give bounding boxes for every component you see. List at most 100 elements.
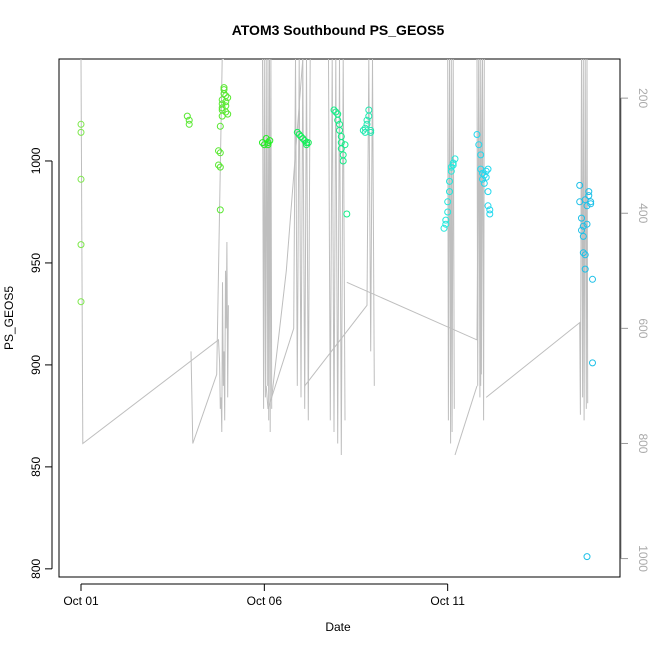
y-tick-label: 900 <box>29 355 43 375</box>
data-point <box>578 214 585 222</box>
data-point <box>581 251 589 259</box>
data-point <box>77 241 85 249</box>
data-point <box>341 141 349 149</box>
data-point <box>587 200 595 208</box>
flight-track-line <box>265 59 311 421</box>
flight-track-line <box>485 59 589 421</box>
data-point <box>480 171 488 179</box>
y-tick-label: 850 <box>29 457 43 477</box>
data-point <box>367 128 375 136</box>
data-point <box>332 108 340 116</box>
flight-track-line <box>190 59 224 444</box>
data-point <box>215 161 222 169</box>
data-point <box>330 106 338 114</box>
data-point <box>440 224 448 232</box>
data-point <box>480 179 488 187</box>
data-points <box>77 84 596 561</box>
data-point <box>77 120 85 128</box>
data-point <box>363 116 371 124</box>
data-point <box>343 210 351 218</box>
data-point <box>264 139 272 147</box>
right-tick-label: 800 <box>636 433 650 453</box>
data-point <box>479 175 486 183</box>
right-tick-label: 400 <box>636 203 650 223</box>
data-point <box>359 126 367 134</box>
data-point <box>576 181 584 189</box>
data-point <box>363 120 371 128</box>
data-point <box>337 145 345 153</box>
data-point <box>264 141 272 149</box>
flight-track-line <box>476 59 485 421</box>
data-point <box>304 139 312 147</box>
data-point <box>579 249 587 257</box>
data-point <box>301 137 309 145</box>
data-point <box>477 151 485 159</box>
data-point <box>77 128 85 136</box>
chart-title: ATOM3 Southbound PS_GEOS5 <box>232 22 445 38</box>
data-point <box>185 120 193 128</box>
data-point <box>185 116 193 124</box>
right-tick-label: 600 <box>636 318 650 338</box>
data-point <box>295 131 303 138</box>
data-point <box>224 110 232 118</box>
data-point <box>446 188 453 196</box>
data-point <box>447 167 455 175</box>
data-point <box>216 206 224 214</box>
flight-track-line <box>80 59 229 445</box>
data-point <box>216 163 224 171</box>
data-point <box>449 161 457 169</box>
y-tick-label: 800 <box>29 559 43 579</box>
data-point <box>484 202 492 210</box>
data-point <box>486 206 494 214</box>
data-point <box>303 141 310 149</box>
flight-tracks <box>80 59 589 456</box>
flight-track-line <box>304 59 375 387</box>
data-point <box>262 135 270 142</box>
data-point <box>216 122 224 130</box>
data-point <box>475 141 483 149</box>
data-point <box>579 222 587 230</box>
data-point <box>579 232 587 240</box>
data-point <box>220 84 228 92</box>
data-point <box>484 188 492 196</box>
x-tick-label: Oct 01 <box>63 594 99 608</box>
data-point <box>442 220 450 228</box>
data-point <box>336 126 343 134</box>
y-tick-label: 1000 <box>29 147 43 174</box>
data-point <box>581 265 589 273</box>
data-point <box>583 220 591 228</box>
data-point <box>216 149 224 157</box>
flight-track-line <box>454 385 478 456</box>
data-point <box>183 112 191 120</box>
x-tick-label: Oct 06 <box>247 594 283 608</box>
right-tick-label: 200 <box>636 88 650 108</box>
data-point <box>444 208 452 216</box>
y-tick-label: 950 <box>29 253 43 273</box>
data-point <box>444 198 452 206</box>
data-point <box>266 137 274 145</box>
data-point <box>589 359 596 367</box>
data-point <box>293 128 301 136</box>
data-point <box>442 216 450 224</box>
data-point <box>297 133 305 140</box>
data-point <box>222 98 230 106</box>
flight-track-line <box>328 59 346 456</box>
data-point <box>446 177 453 185</box>
data-point <box>77 175 85 183</box>
data-point <box>365 106 373 114</box>
data-point <box>484 165 492 173</box>
y-axis-label: PS_GEOS5 <box>2 286 16 350</box>
data-point <box>581 196 589 204</box>
data-point <box>218 100 226 108</box>
data-point <box>77 298 85 306</box>
data-point <box>218 104 226 112</box>
data-point <box>482 173 490 181</box>
data-point <box>447 163 455 171</box>
data-point <box>224 94 232 102</box>
data-point <box>578 226 585 234</box>
axes: Oct 01 Oct 06 Oct 11 800 850 900 950 1000 200 400… <box>29 88 650 608</box>
data-point <box>583 553 591 561</box>
data-point <box>367 126 375 134</box>
data-point <box>585 192 593 200</box>
